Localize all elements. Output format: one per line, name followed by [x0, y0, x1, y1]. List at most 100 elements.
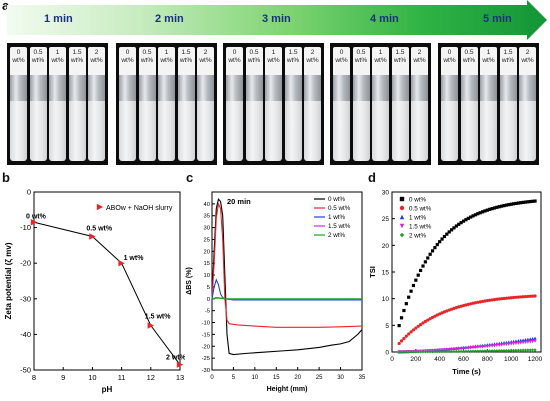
vial-label: 0 wt% — [441, 47, 458, 75]
data-point — [492, 297, 497, 302]
data-point — [469, 346, 473, 350]
y-tick-label: 10 — [382, 296, 390, 303]
x-tick-label: 800 — [482, 356, 493, 363]
vial: 1.5 wt% — [68, 47, 86, 161]
data-point — [457, 347, 461, 351]
data-point — [416, 273, 420, 277]
data-point — [397, 341, 401, 346]
vial: 1.5 wt% — [284, 47, 302, 161]
data-point — [118, 260, 125, 267]
data-point — [497, 297, 501, 301]
data-point — [521, 338, 525, 342]
data-point — [507, 342, 511, 346]
data-point — [428, 317, 432, 321]
vial-cap — [138, 75, 156, 101]
data-point — [533, 199, 537, 203]
data-point — [404, 334, 408, 338]
vial-slurry — [226, 101, 243, 161]
vial-label-value: 1.5 — [288, 49, 298, 56]
x-tick-label: 20 — [294, 375, 301, 381]
x-tick-label: 10 — [252, 375, 259, 381]
data-point — [471, 346, 475, 350]
data-point — [402, 308, 406, 313]
data-point — [89, 233, 96, 240]
y-tick-label: -10 — [202, 321, 210, 327]
data-point — [445, 232, 449, 236]
y-tick-label: 0 — [385, 350, 389, 357]
data-point — [404, 302, 408, 306]
data-point — [533, 336, 537, 340]
vial-label: 0.5 wt% — [352, 47, 370, 75]
y-tick-label: 40 — [204, 202, 210, 208]
vial-slurry — [49, 101, 66, 161]
data-point — [461, 349, 466, 353]
tsi-chart: 0 200 400 600 800 1000 1200 0 5 10 15 20 25 30 Time (s… — [368, 190, 543, 377]
data-point — [450, 228, 454, 232]
vial: 0 wt% — [226, 47, 243, 161]
data-point — [473, 301, 478, 305]
data-point — [521, 348, 525, 352]
vial-label-unit: wt% — [354, 57, 368, 64]
data-point — [507, 203, 511, 207]
data-point — [531, 340, 535, 344]
data-point — [488, 207, 492, 211]
vial-cap — [391, 75, 409, 101]
y-tick-label: -50 — [20, 366, 31, 375]
legend-marker — [96, 203, 104, 211]
data-point — [502, 296, 506, 301]
legend-label: 0 wt% — [328, 196, 346, 203]
data-point — [504, 296, 509, 300]
vial-label: 1.5 wt% — [284, 47, 302, 75]
vial-label-unit: wt% — [374, 57, 387, 64]
data-point — [464, 218, 468, 222]
x-tick-label: 0 — [210, 375, 214, 381]
x-tick-label: 1000 — [504, 356, 519, 363]
vial-slurry — [333, 101, 350, 161]
vial-label: 1 wt% — [158, 47, 175, 75]
vial-label-unit: wt% — [199, 57, 212, 64]
data-point — [30, 219, 38, 226]
vial-label-value: 0 — [16, 49, 21, 56]
vial-label-unit: wt% — [267, 57, 280, 64]
y-tick-label: -20 — [202, 344, 210, 350]
data-point — [511, 342, 516, 346]
data-point — [457, 349, 461, 353]
data-point — [471, 349, 475, 353]
vial-slurry — [265, 101, 282, 161]
vial-photo-2min: 0 wt% 0.5 wt% 1 wt% 1.5 wt% 2 wt% — [116, 43, 217, 165]
data-point — [504, 203, 509, 207]
vial: 2 wt% — [197, 47, 214, 161]
vial-cap — [352, 75, 370, 101]
data-point — [399, 339, 404, 343]
vial: 2 wt% — [88, 47, 105, 161]
data-point — [473, 349, 478, 353]
y-tick-label: 15 — [204, 261, 210, 267]
series-line — [211, 297, 362, 300]
vial-cap — [519, 75, 536, 101]
timeline-label-3min: 3 min — [262, 13, 291, 25]
data-point — [414, 278, 418, 282]
data-point — [519, 338, 523, 342]
data-point — [516, 339, 520, 343]
data-point — [492, 206, 497, 210]
vial: 1.5 wt% — [391, 47, 409, 161]
vial-cap — [304, 75, 321, 101]
data-point — [497, 343, 501, 347]
vial-label-value: 1.5 — [181, 49, 191, 56]
vial-label-value: 1 — [164, 49, 169, 56]
y-tick-label: 5 — [207, 285, 210, 291]
data-point — [454, 224, 458, 228]
vial-slurry — [372, 101, 389, 161]
data-point — [502, 204, 506, 208]
data-point — [411, 350, 416, 354]
y-tick-label: 30 — [382, 190, 390, 197]
data-point — [435, 313, 439, 317]
data-point — [438, 240, 442, 244]
y-tick-label: 5 — [385, 323, 389, 330]
vial-cap — [441, 75, 458, 101]
data-point — [416, 324, 420, 328]
data-point — [450, 347, 454, 351]
vial-photo-1min: 0 wt% 0.5 wt% 1 wt% 1.5 wt% 2 wt% — [7, 43, 108, 165]
vial-label-unit: wt% — [12, 57, 25, 64]
vial-label-unit: wt% — [140, 57, 154, 64]
